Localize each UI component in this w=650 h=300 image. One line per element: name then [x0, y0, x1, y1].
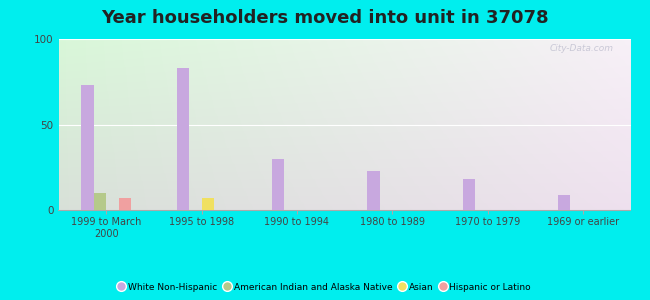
Bar: [177, 68, 189, 210]
Bar: [367, 171, 380, 210]
Bar: [272, 159, 285, 210]
Text: City-Data.com: City-Data.com: [549, 44, 614, 53]
Bar: [118, 198, 131, 210]
Text: Year householders moved into unit in 37078: Year householders moved into unit in 370…: [101, 9, 549, 27]
Bar: [202, 198, 214, 210]
Bar: [463, 179, 475, 210]
Bar: [81, 85, 94, 210]
Legend: White Non-Hispanic, American Indian and Alaska Native, Asian, Hispanic or Latino: White Non-Hispanic, American Indian and …: [116, 279, 534, 296]
Bar: [558, 195, 571, 210]
Bar: [94, 193, 106, 210]
